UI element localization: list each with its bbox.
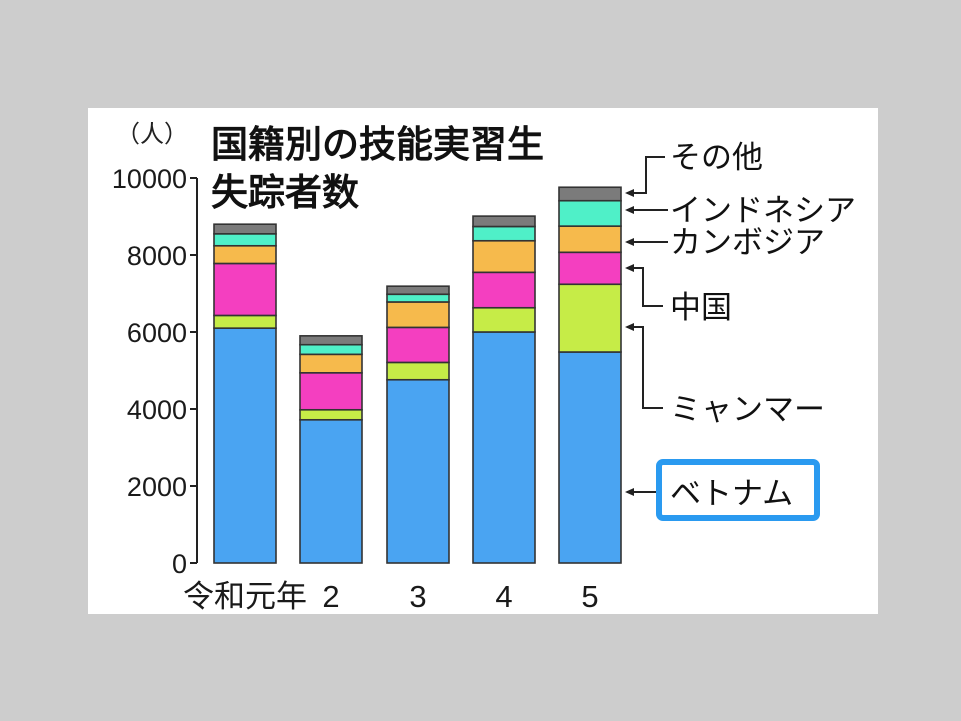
bar-segment-4-5 [558,225,622,254]
legend-label: 中国 [670,290,732,326]
arrow-icon [625,189,634,197]
bar-segment-4-4 [472,239,536,274]
bar-segment-4-1 [213,244,277,265]
chart-title-line: 国籍別の技能実習生 [211,123,544,166]
legend-connector-line [627,267,663,307]
legend-label: カンボジア [670,225,825,261]
x-category-label: 令和元年 [183,579,307,614]
legend-connector-line [627,156,665,194]
bar-segment-1-4 [472,331,536,564]
bar-segment-4-3 [386,301,450,329]
bar-segment-1-3 [386,378,450,564]
y-tick-label: 6000 [127,318,187,348]
y-tick-label: 0 [172,549,187,579]
legend-connector-line [627,326,663,409]
x-category-label: 5 [581,579,598,614]
x-category-label: 4 [495,579,512,614]
highlight-box [656,459,820,521]
bar-segment-5-2 [299,343,363,356]
bar-segment-4-2 [299,353,363,374]
chart-title-line: 失踪者数 [211,171,359,214]
arrow-icon [625,488,634,496]
bar-segment-5-5 [558,199,622,227]
x-category-label: 3 [409,579,426,614]
y-tick-label: 4000 [127,395,187,425]
y-axis-unit-label: （人） [116,120,188,148]
bar-segment-2-5 [558,283,622,353]
legend-label: その他 [670,140,763,176]
bar-segment-3-5 [558,251,622,286]
bar-segment-6-3 [386,285,450,296]
arrow-icon [625,264,634,272]
arrow-icon [625,238,634,246]
bar-segment-6-4 [472,215,536,228]
x-category-label: 2 [322,579,339,614]
bar-segment-2-1 [213,314,277,329]
bar-segment-6-1 [213,223,277,235]
bar-segment-1-5 [558,351,622,564]
bar-segment-3-3 [386,326,450,364]
bar-segment-1-1 [213,327,277,564]
y-tick-label: 10000 [112,164,187,194]
bar-segment-6-2 [299,335,363,346]
arrow-icon [625,323,634,331]
bar-segment-2-4 [472,306,536,333]
bar-segment-3-1 [213,262,277,317]
bar-segment-5-3 [386,293,450,303]
bar-segment-5-1 [213,233,277,247]
bar-segment-2-2 [299,408,363,421]
bar-segment-3-2 [299,372,363,411]
legend-label: ベトナム [670,476,793,512]
y-tick-label: 8000 [127,241,187,271]
y-tick-label: 2000 [127,472,187,502]
bar-segment-2-3 [386,361,450,381]
arrow-icon [625,206,634,214]
bar-segment-1-2 [299,418,363,564]
bar-segment-3-4 [472,271,536,309]
bar-segment-5-4 [472,225,536,242]
bar-segment-6-5 [558,186,622,202]
legend-label: インドネシア [670,193,856,229]
legend-label: ミャンマー [670,392,825,428]
